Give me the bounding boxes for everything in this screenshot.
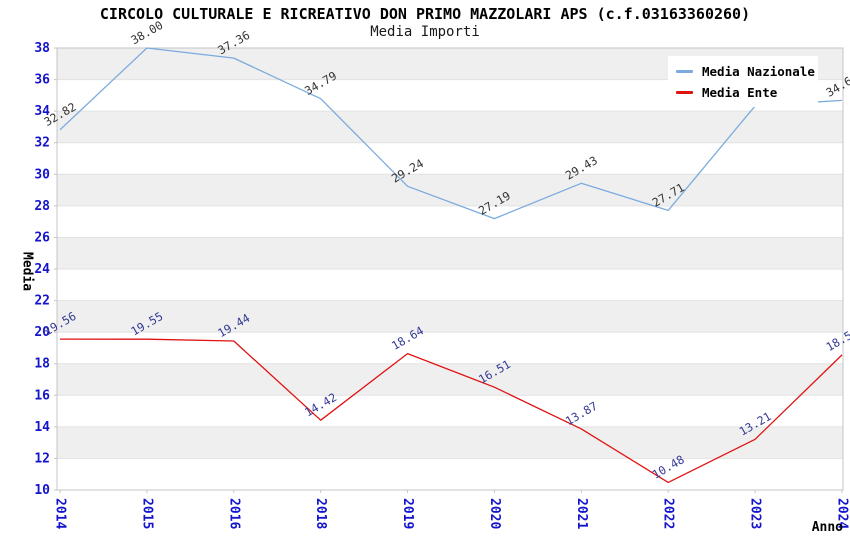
- series-line-nazionale: [59, 47, 843, 220]
- y-axis-title: Media: [20, 252, 35, 291]
- x-axis-tick-label: 2015: [139, 498, 154, 529]
- plot-band: [57, 205, 843, 238]
- x-axis-tick-label: 2023: [748, 498, 763, 529]
- legend-item-media-ente: Media Ente: [676, 82, 810, 103]
- plot-band: [57, 142, 843, 175]
- y-axis-tick-label: 10: [34, 483, 50, 498]
- legend-line-swatch-ente-icon: [676, 91, 693, 94]
- chart-subtitle: Media Importi: [370, 24, 480, 40]
- chart-title: CIRCOLO CULTURALE E RICREATIVO DON PRIMO…: [99, 5, 751, 23]
- plot-band: [57, 269, 843, 301]
- legend-label: Media Nazionale: [702, 64, 815, 79]
- y-axis-tick-label: 32: [34, 136, 50, 151]
- y-axis-tick-label: 26: [34, 230, 50, 245]
- x-axis-tick-label: 2018: [313, 498, 328, 529]
- y-axis-tick-label: 30: [34, 167, 50, 182]
- y-axis-tick-label: 28: [34, 199, 50, 214]
- plot-band: [57, 300, 843, 333]
- legend-label: Media Ente: [702, 85, 778, 100]
- x-axis-tick-label: 2019: [400, 498, 415, 529]
- x-axis-tick-label: 2022: [661, 498, 676, 529]
- x-axis-tick-label: 2016: [226, 498, 241, 529]
- x-axis-tick-label: 2021: [574, 498, 589, 529]
- x-axis-tick-label: 2020: [487, 498, 502, 529]
- legend-item-media-nazionale: Media Nazionale: [676, 61, 815, 82]
- y-axis-tick-label: 12: [34, 451, 50, 466]
- chart-legend: Media Nazionale Media Ente: [668, 56, 818, 107]
- plot-band: [57, 458, 843, 490]
- x-axis-title: Anno: [812, 520, 843, 535]
- plot-band: [57, 237, 843, 269]
- y-axis-tick-label: 38: [34, 41, 50, 56]
- y-axis-tick-label: 16: [34, 388, 50, 403]
- plot-band: [57, 111, 843, 143]
- x-axis-tick-label: 2014: [53, 498, 68, 529]
- plot-band: [57, 426, 843, 459]
- data-point-label: 38.00: [128, 18, 165, 47]
- y-axis-tick-label: 34: [34, 104, 50, 119]
- legend-line-swatch-nazionale-icon: [676, 70, 693, 73]
- y-axis-tick-label: 18: [34, 357, 50, 372]
- plot-band: [57, 174, 843, 206]
- series-line-ente: [59, 338, 843, 484]
- y-axis-tick-label: 22: [34, 294, 50, 309]
- y-axis-tick-label: 14: [34, 420, 50, 435]
- plot-band: [57, 332, 843, 364]
- plot-band: [57, 363, 843, 396]
- y-axis-tick-label: 24: [34, 262, 50, 277]
- y-axis-tick-label: 20: [34, 325, 50, 340]
- y-axis-tick-label: 36: [34, 73, 50, 88]
- plot-band: [57, 395, 843, 427]
- x-axis-tick-label: 2024: [835, 498, 850, 529]
